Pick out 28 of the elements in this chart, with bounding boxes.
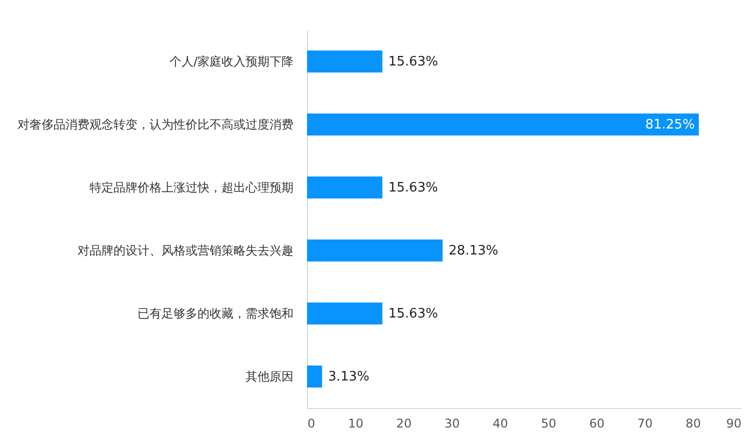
x-tick-label: 90	[726, 416, 742, 430]
data-label: 15.63%	[388, 180, 438, 196]
data-label: 28.13%	[448, 244, 498, 258]
data-label: 15.63%	[388, 306, 438, 322]
y-tick-label: 已有足够多的收藏，需求饱和	[138, 306, 294, 320]
x-tick-label: 50	[540, 416, 556, 430]
x-tick-label: 40	[492, 416, 508, 430]
y-tick-label: 其他原因	[246, 370, 294, 384]
data-label: 15.63%	[388, 54, 438, 70]
x-tick-label: 30	[444, 416, 460, 430]
bar	[307, 239, 443, 262]
x-tick-label: 0	[308, 416, 316, 430]
bar	[307, 176, 382, 199]
bar	[307, 365, 322, 388]
y-tick-label: 个人/家庭收入预期下降	[169, 54, 294, 68]
bar	[307, 302, 382, 325]
x-tick-label: 20	[396, 416, 412, 430]
y-tick-label: 特定品牌价格上涨过快，超出心理预期	[90, 180, 294, 194]
x-tick-label: 80	[686, 416, 701, 430]
data-label: 3.13%	[328, 370, 370, 384]
x-tick-label: 70	[637, 416, 653, 430]
y-tick-label: 对奢侈品消费观念转变，认为性价比不高或过度消费	[18, 118, 294, 132]
data-label: 81.25%	[645, 118, 695, 132]
bar	[307, 50, 382, 73]
x-tick-label: 60	[589, 416, 604, 430]
y-tick-label: 对品牌的设计、风格或营销策略失去兴趣	[78, 244, 294, 258]
x-tick-label: 10	[348, 416, 364, 430]
bar	[307, 113, 699, 136]
